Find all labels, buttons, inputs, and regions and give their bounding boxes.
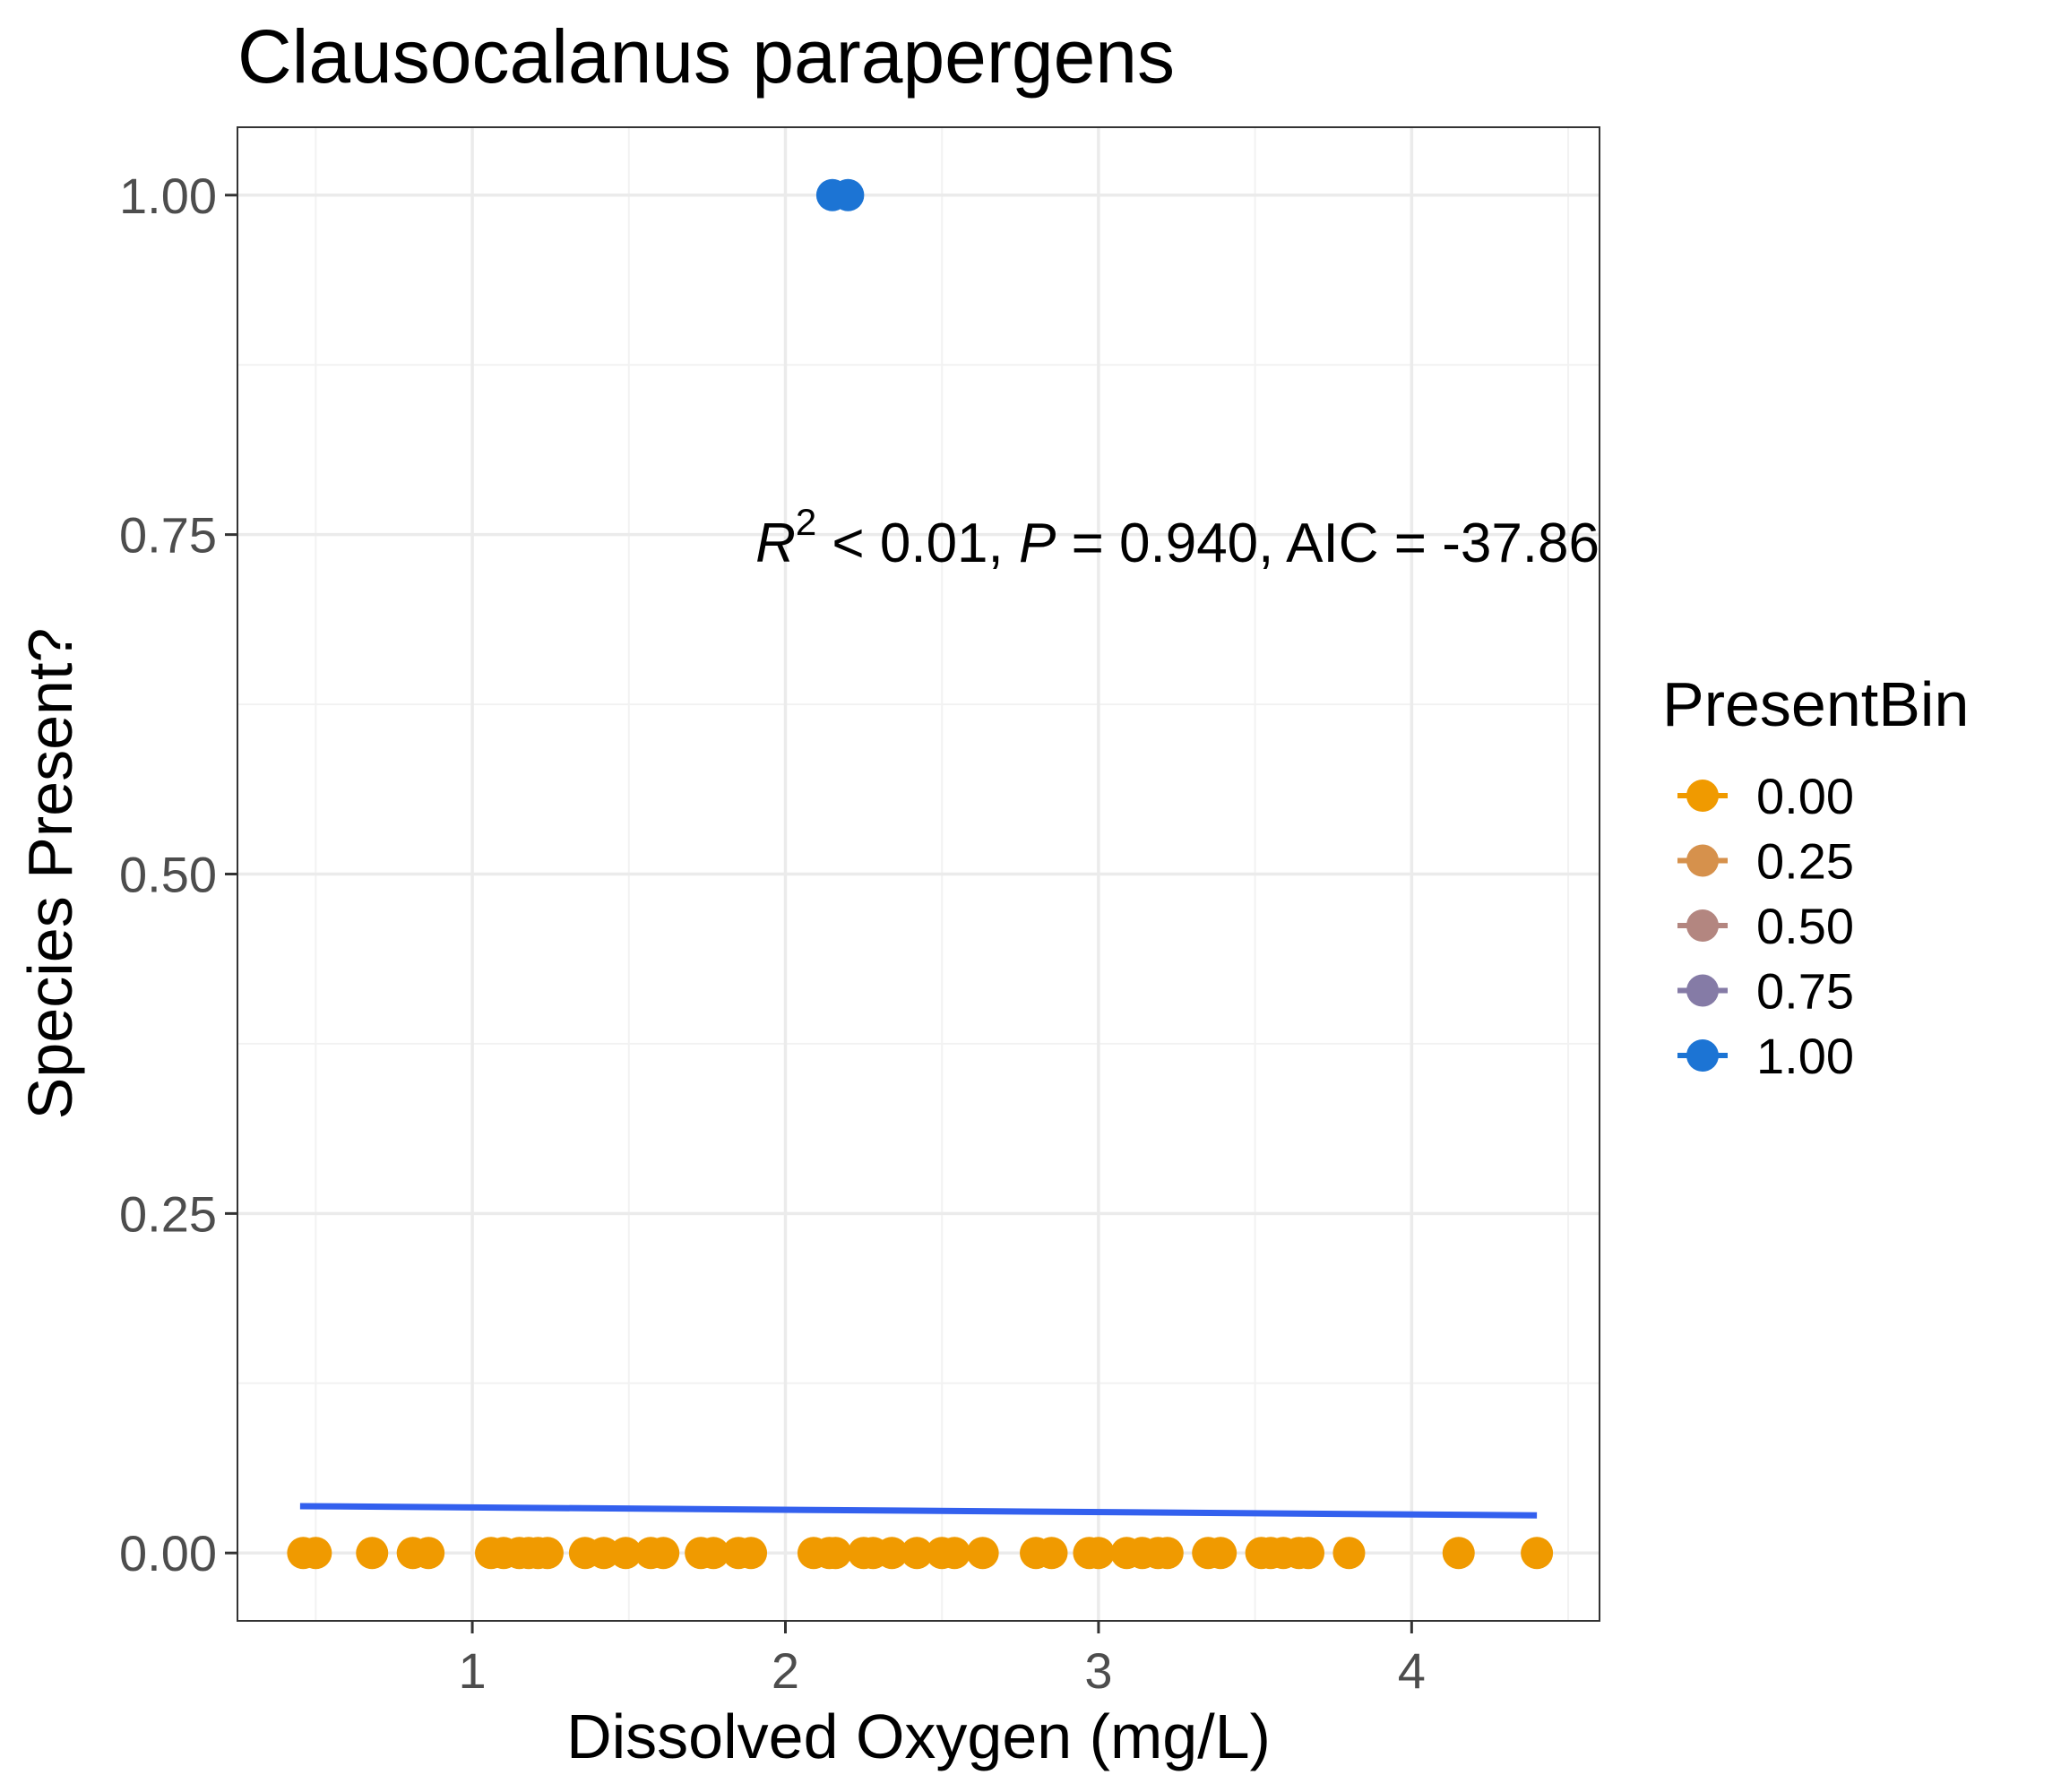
y-tick-label: 0.75 bbox=[119, 507, 217, 564]
data-point-absent bbox=[1442, 1537, 1475, 1570]
legend-label: 1.00 bbox=[1756, 1028, 1854, 1084]
x-tick-label: 1 bbox=[458, 1642, 486, 1699]
x-tick-label: 2 bbox=[772, 1642, 799, 1699]
y-tick-label: 0.00 bbox=[119, 1525, 217, 1581]
y-tick-label: 0.25 bbox=[119, 1185, 217, 1242]
data-point-absent bbox=[412, 1537, 445, 1570]
data-point-absent bbox=[356, 1537, 389, 1570]
data-point-present bbox=[832, 178, 865, 211]
chart-title: Clausocalanus parapergens bbox=[237, 14, 1175, 99]
data-point-absent bbox=[1521, 1537, 1554, 1570]
data-point-absent bbox=[1151, 1537, 1184, 1570]
legend-label: 0.25 bbox=[1756, 833, 1854, 890]
data-point-absent bbox=[1204, 1537, 1237, 1570]
data-point-absent bbox=[901, 1537, 934, 1570]
legend-key-dot bbox=[1686, 974, 1719, 1007]
legend-key-dot bbox=[1686, 780, 1719, 812]
x-axis: 1 2 3 4 bbox=[458, 1621, 1426, 1699]
legend-label: 0.00 bbox=[1756, 768, 1854, 824]
legend-key-dot bbox=[1686, 844, 1719, 877]
stats-annotation: R2 < 0.01, P = 0.940, AIC = -37.86 bbox=[755, 501, 1600, 574]
data-point-absent bbox=[1292, 1537, 1325, 1570]
legend-label: 0.50 bbox=[1756, 898, 1854, 954]
legend-item: 0.75 bbox=[1677, 963, 1854, 1020]
legend-title: PresentBin bbox=[1662, 669, 1969, 739]
data-point-absent bbox=[966, 1537, 999, 1570]
data-point-absent bbox=[1035, 1537, 1068, 1570]
points-present bbox=[815, 178, 865, 211]
data-point-absent bbox=[530, 1537, 564, 1570]
data-point-absent bbox=[647, 1537, 680, 1570]
data-point-absent bbox=[697, 1537, 730, 1570]
legend: PresentBin 0.00 0.25 0.50 0.75 1.00 bbox=[1662, 669, 1969, 1084]
data-point-absent bbox=[735, 1537, 768, 1570]
p-symbol: P bbox=[1019, 513, 1056, 574]
r2-symbol: R bbox=[755, 513, 796, 574]
legend-item: 0.50 bbox=[1677, 898, 1854, 954]
r2-value: < 0.01, bbox=[816, 513, 1019, 574]
legend-item: 0.00 bbox=[1677, 768, 1854, 824]
data-point-absent bbox=[938, 1537, 971, 1570]
data-point-absent bbox=[299, 1537, 332, 1570]
legend-item: 1.00 bbox=[1677, 1028, 1854, 1084]
legend-label: 0.75 bbox=[1756, 963, 1854, 1020]
x-tick-label: 3 bbox=[1084, 1642, 1112, 1699]
y-axis: 0.00 0.25 0.50 0.75 1.00 bbox=[119, 168, 237, 1581]
data-point-absent bbox=[609, 1537, 642, 1570]
data-point-absent bbox=[875, 1537, 909, 1570]
y-tick-label: 1.00 bbox=[119, 168, 217, 224]
data-point-absent bbox=[1082, 1537, 1115, 1570]
x-axis-title: Dissolved Oxygen (mg/L) bbox=[566, 1702, 1271, 1771]
plot-panel: R2 < 0.01, P = 0.940, AIC = -37.86 bbox=[237, 126, 1600, 1622]
data-point-absent bbox=[819, 1537, 852, 1570]
regression-line bbox=[299, 1503, 1538, 1519]
y-tick-label: 0.50 bbox=[119, 847, 217, 903]
x-tick-label: 4 bbox=[1398, 1642, 1426, 1699]
legend-item: 0.25 bbox=[1677, 833, 1854, 890]
legend-key-dot bbox=[1686, 1039, 1719, 1072]
p-and-aic-value: = 0.940, AIC = -37.86 bbox=[1056, 513, 1600, 574]
points-absent bbox=[287, 1537, 1554, 1570]
data-point-absent bbox=[1332, 1537, 1366, 1570]
r2-exponent: 2 bbox=[796, 501, 816, 543]
y-axis-title: Species Present? bbox=[15, 628, 85, 1120]
legend-key-dot bbox=[1686, 909, 1719, 942]
